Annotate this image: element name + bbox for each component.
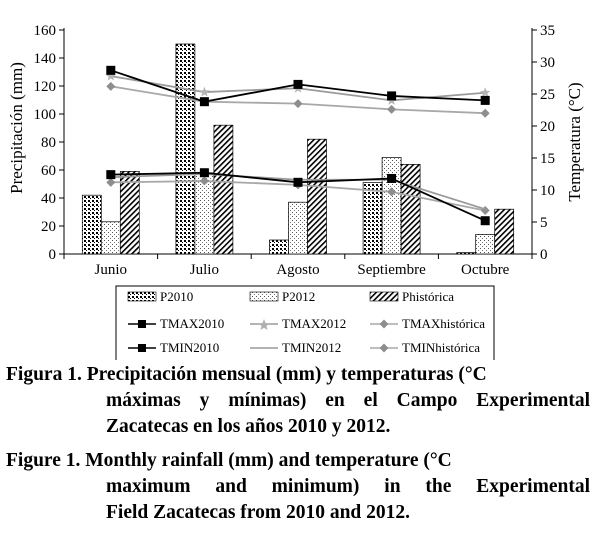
y-tick-label: 0	[49, 247, 57, 263]
caption-en-line-1: Figure 1. Monthly rainfall (mm) and temp…	[6, 450, 452, 471]
point-tmax2012	[199, 86, 210, 97]
y-tick-label: 20	[41, 219, 56, 235]
y2-tick-label: 35	[540, 23, 555, 39]
point-tmax2010	[480, 95, 490, 105]
point-tmax2012	[479, 87, 491, 98]
legend-swatch-tmax2012	[250, 319, 278, 330]
y-tick-label: 60	[41, 163, 56, 179]
bar-p2012	[288, 201, 308, 255]
caption-es-line-2: máximas y mínimas) en el Campo Experimen…	[106, 390, 590, 411]
lines	[105, 65, 491, 226]
legend-swatch-tmaxhist	[370, 319, 398, 329]
y2-tick-label: 25	[540, 87, 555, 103]
y2-tick-label: 0	[540, 247, 548, 263]
point-tmin2010	[199, 168, 209, 178]
point-tmaxhist	[293, 99, 303, 109]
point-tminhist	[387, 187, 397, 197]
point-tmaxhist	[106, 81, 116, 91]
legend-swatch-phist	[369, 291, 399, 302]
y2-tick-label: 15	[540, 151, 555, 167]
legend-label-p2010: P2010	[160, 289, 193, 304]
x-tick-label: Julio	[190, 262, 219, 278]
caption-es-line-3: Zacatecas en los años 2010 y 2012.	[106, 416, 391, 437]
bar-p2010	[269, 239, 289, 255]
chart: 0 20 40 60 80 100 120 140 160 0 5 10 15 20 25 30 35 Junio…	[7, 23, 584, 360]
x-tick-label: Junio	[95, 262, 128, 278]
y-tick-label: 40	[41, 191, 56, 207]
legend-label-tmax2012: TMAX2012	[282, 316, 346, 331]
legend-swatch-tmax2010	[128, 320, 156, 328]
axes: 0 20 40 60 80 100 120 140 160 0 5 10 15 20 25 30 35 Junio…	[34, 23, 556, 278]
bar-p2010	[362, 182, 383, 255]
legend-label-tmaxhist: TMAXhistórica	[402, 316, 485, 331]
x-tick-label: Octubre	[461, 262, 510, 278]
caption-english: Figure 1. Monthly rainfall (mm) and temp…	[6, 448, 590, 526]
bar-p2010	[175, 43, 196, 255]
point-tmaxhist	[387, 104, 397, 114]
bar-phist	[400, 164, 421, 255]
y-tick-label: 160	[34, 23, 57, 39]
x-tick-label: Septiembre	[357, 262, 426, 278]
y2-tick-label: 30	[540, 55, 555, 71]
x-tick-label: Agosto	[276, 262, 319, 278]
y2-tick-label: 20	[540, 119, 555, 135]
legend-label-tmin2012: TMIN2012	[282, 340, 341, 355]
bar-p2012	[475, 234, 496, 255]
legend-label-tminhist: TMINhistórica	[402, 340, 480, 355]
legend: P2010 P2012 Phistórica TMAX2010 TMAX2012…	[115, 285, 495, 360]
y2-tick-label: 10	[540, 183, 555, 199]
y-tick-label: 120	[34, 79, 57, 95]
legend-label-tmax2010: TMAX2010	[160, 316, 224, 331]
bar-phist	[494, 208, 515, 255]
y-axis-label: Precipitación (mm)	[7, 62, 26, 194]
caption-es-line-1: Figura 1. Precipitación mensual (mm) y t…	[6, 364, 487, 385]
bar-phist	[213, 124, 234, 255]
bar-phist	[119, 171, 140, 255]
point-tmax2010	[199, 97, 209, 107]
y2-axis-label: Temperatura (°C)	[565, 82, 584, 201]
point-tmin2010	[106, 170, 116, 180]
y-tick-label: 80	[41, 135, 56, 151]
legend-label-p2012: P2012	[282, 289, 315, 304]
bar-phist	[307, 138, 327, 255]
point-tmin2010	[480, 216, 490, 226]
point-tmax2010	[293, 79, 303, 89]
point-tmax2010	[106, 65, 116, 75]
bar-p2012	[381, 157, 402, 255]
point-tmaxhist	[480, 108, 490, 118]
y-tick-label: 100	[34, 107, 57, 123]
bars	[81, 43, 515, 255]
point-tmax2012	[105, 70, 117, 81]
bar-p2010	[81, 194, 102, 255]
point-tminhist	[106, 177, 116, 187]
caption-en-line-2: maximum and minimum) in the Experimental	[106, 476, 590, 497]
point-tminhist	[199, 176, 209, 186]
legend-swatch-tminhist	[370, 343, 398, 353]
caption-en-line-3: Field Zacatecas from 2010 and 2012.	[106, 502, 411, 523]
bar-p2012	[100, 221, 121, 255]
legend-label-phist: Phistórica	[402, 289, 454, 304]
legend-box	[115, 285, 495, 360]
legend-label-tmin2010: TMIN2010	[160, 340, 219, 355]
point-tmin2010	[293, 177, 303, 187]
y-tick-label: 140	[34, 51, 57, 67]
point-tmin2010	[387, 173, 397, 183]
bar-p2010	[456, 252, 477, 255]
legend-swatch-p2010	[127, 291, 157, 302]
caption-spanish: Figura 1. Precipitación mensual (mm) y t…	[6, 362, 590, 440]
legend-swatch-tmin2010	[128, 344, 156, 352]
y2-tick-label: 5	[540, 215, 548, 231]
point-tmax2010	[387, 91, 397, 101]
legend-swatch-p2012	[249, 291, 279, 302]
